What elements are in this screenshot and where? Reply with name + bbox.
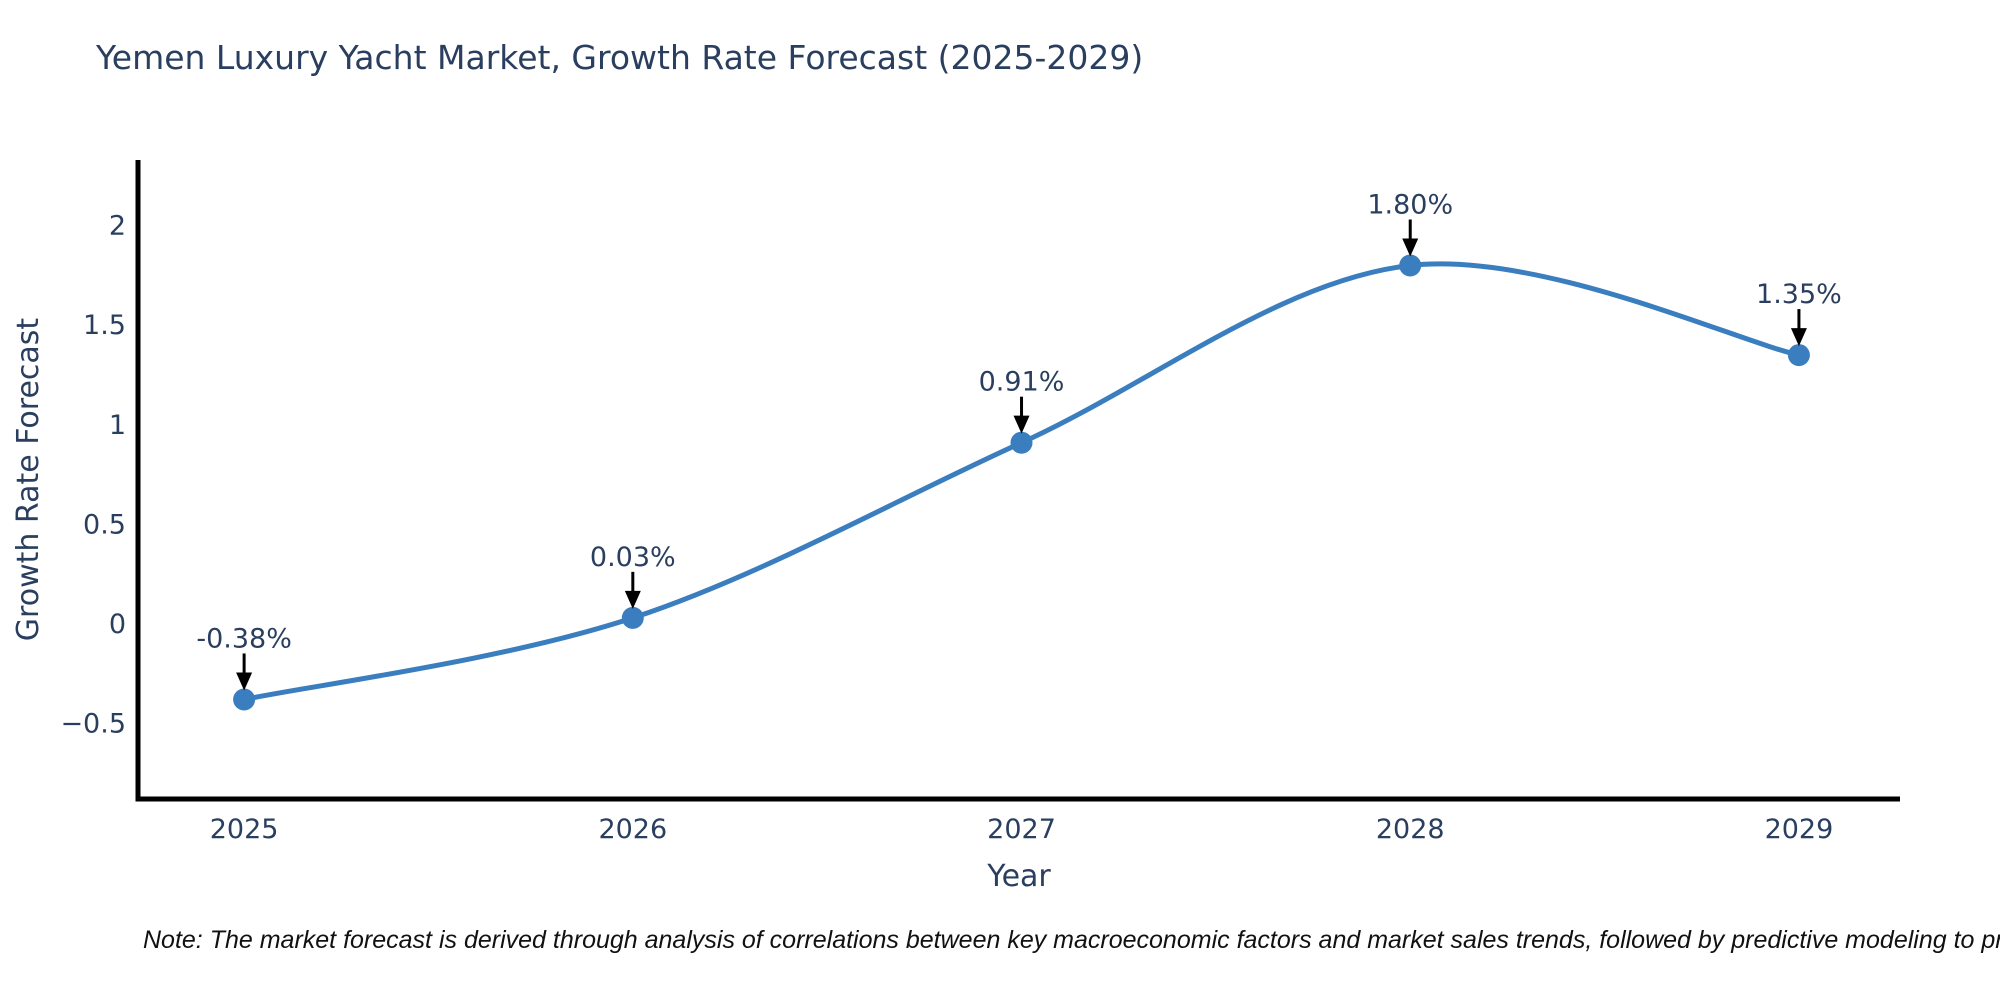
y-tick-label: 0.5 (83, 509, 126, 540)
x-tick-label: 2028 (1376, 814, 1445, 845)
chart-title: Yemen Luxury Yacht Market, Growth Rate F… (96, 38, 1144, 77)
x-tick-label: 2026 (598, 814, 667, 845)
y-axis-title: Growth Rate Forecast (11, 318, 46, 642)
footnote: Note: The market forecast is derived thr… (143, 926, 2000, 954)
x-tick-label: 2025 (210, 814, 279, 845)
annotation-arrowhead (1013, 415, 1030, 434)
annotation-label: -0.38% (196, 623, 292, 654)
annotation-arrowhead (236, 672, 253, 691)
x-axis-title: Year (986, 859, 1051, 894)
x-tick-label: 2029 (1765, 814, 1834, 845)
annotation-label: 0.03% (590, 542, 676, 573)
y-tick-label: 0 (109, 609, 126, 640)
data-point-marker[interactable] (1787, 344, 1810, 367)
data-point-marker[interactable] (621, 606, 644, 629)
annotation-arrowhead (1402, 238, 1419, 257)
annotation-label: 0.91% (979, 367, 1065, 398)
data-point-marker[interactable] (1399, 254, 1422, 277)
y-tick-label: 1 (109, 410, 126, 441)
y-tick-label: 1.5 (83, 310, 126, 341)
annotation-arrowhead (1790, 328, 1807, 347)
annotation-arrowhead (624, 590, 641, 609)
annotation-label: 1.35% (1756, 279, 1842, 310)
y-tick-label: 2 (109, 211, 126, 242)
annotation-label: 1.80% (1367, 190, 1453, 221)
x-tick-label: 2027 (987, 814, 1056, 845)
series-line (241, 261, 1802, 702)
data-point-marker[interactable] (233, 688, 256, 711)
y-tick-label: −0.5 (60, 708, 126, 739)
data-point-marker[interactable] (1010, 431, 1033, 454)
